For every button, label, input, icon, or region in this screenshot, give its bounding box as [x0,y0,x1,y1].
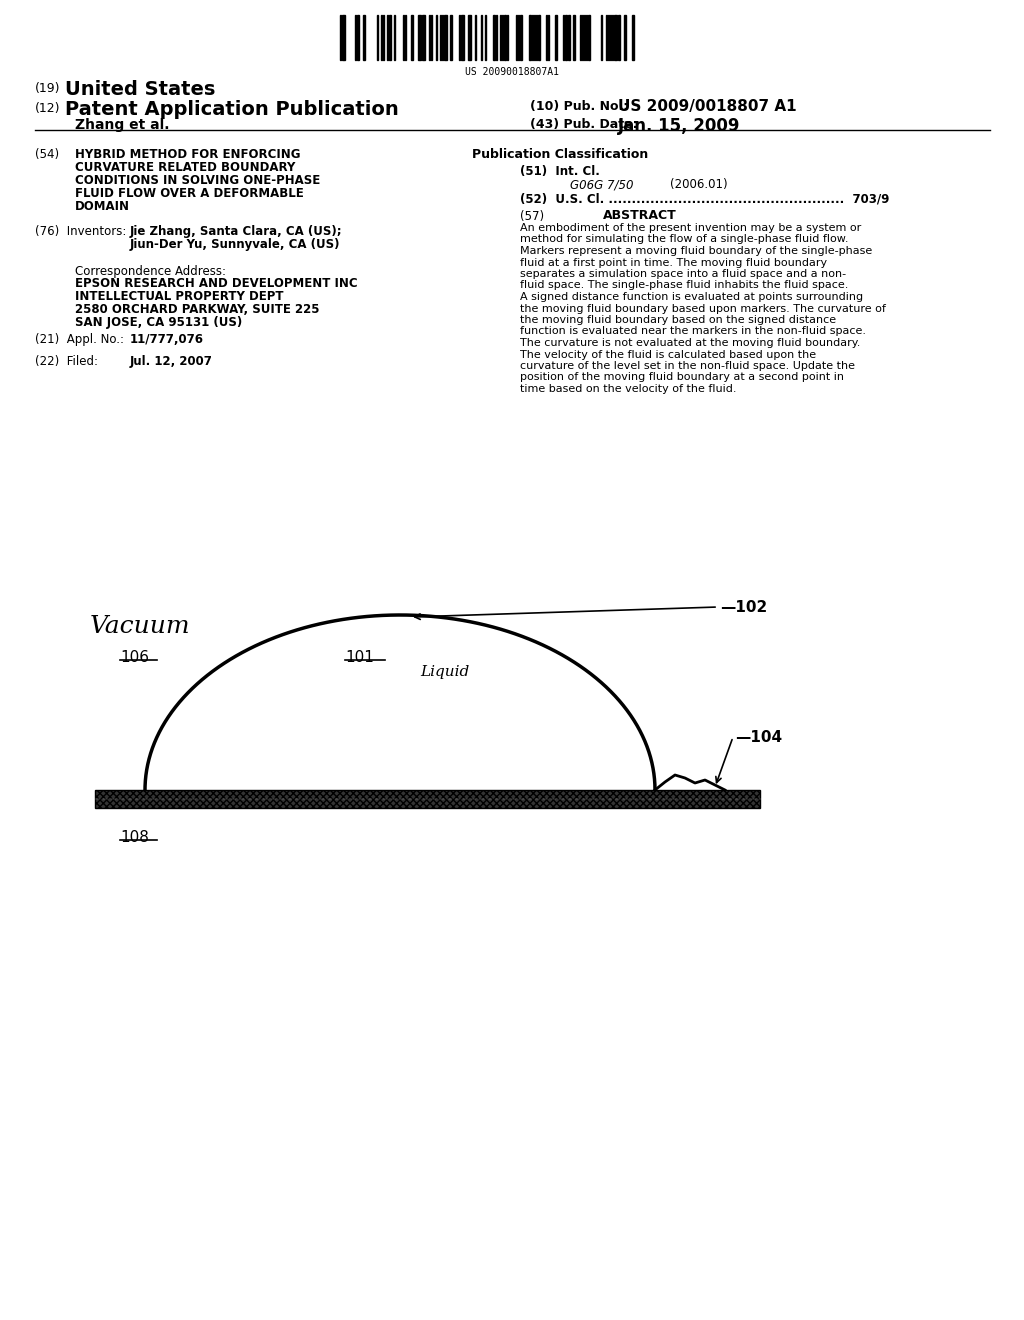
Text: (54): (54) [35,148,59,161]
Bar [411,15,413,59]
Text: Liquid: Liquid [420,665,469,678]
Text: (2006.01): (2006.01) [670,178,728,191]
Text: 11/777,076: 11/777,076 [130,333,204,346]
Text: CURVATURE RELATED BOUNDARY: CURVATURE RELATED BOUNDARY [75,161,295,174]
Bar [450,15,452,59]
Text: G06G 7/50: G06G 7/50 [570,178,634,191]
Text: US 2009/0018807 A1: US 2009/0018807 A1 [618,99,797,114]
Text: —102: —102 [720,601,767,615]
Text: A signed distance function is evaluated at points surrounding: A signed distance function is evaluated … [520,292,863,302]
Bar [504,15,506,59]
Text: DOMAIN: DOMAIN [75,201,130,213]
Text: 106: 106 [120,649,150,665]
Text: Zhang et al.: Zhang et al. [75,117,170,132]
Text: 2580 ORCHARD PARKWAY, SUITE 225: 2580 ORCHARD PARKWAY, SUITE 225 [75,304,319,315]
Bar [529,15,531,59]
Bar [389,15,391,59]
Bar [588,15,590,59]
Text: position of the moving fluid boundary at a second point in: position of the moving fluid boundary at… [520,372,844,383]
Text: Jiun-Der Yu, Sunnyvale, CA (US): Jiun-Der Yu, Sunnyvale, CA (US) [130,238,341,251]
Text: fluid space. The single-phase fluid inhabits the fluid space.: fluid space. The single-phase fluid inha… [520,281,848,290]
Text: Jie Zhang, Santa Clara, CA (US);: Jie Zhang, Santa Clara, CA (US); [130,224,343,238]
Text: Markers represent a moving fluid boundary of the single-phase: Markers represent a moving fluid boundar… [520,246,872,256]
Text: ABSTRACT: ABSTRACT [603,209,677,222]
Text: US 20090018807A1: US 20090018807A1 [465,67,559,77]
Text: (57): (57) [520,210,544,223]
Text: time based on the velocity of the fluid.: time based on the velocity of the fluid. [520,384,736,393]
Text: (12): (12) [35,102,60,115]
Text: Vacuum: Vacuum [90,615,190,638]
Text: the moving fluid boundary based upon markers. The curvature of: the moving fluid boundary based upon mar… [520,304,886,314]
Bar [357,15,359,59]
Text: the moving fluid boundary based on the signed distance: the moving fluid boundary based on the s… [520,315,837,325]
Text: curvature of the level set in the non-fluid space. Update the: curvature of the level set in the non-fl… [520,360,855,371]
Text: fluid at a first point in time. The moving fluid boundary: fluid at a first point in time. The movi… [520,257,827,268]
Text: 101: 101 [345,649,374,665]
Text: (76)  Inventors:: (76) Inventors: [35,224,126,238]
Bar [468,15,471,59]
Text: (52)  U.S. Cl. ...................................................  703/9: (52) U.S. Cl. ..........................… [520,193,890,206]
Text: separates a simulation space into a fluid space and a non-: separates a simulation space into a flui… [520,269,846,279]
Text: (10) Pub. No.:: (10) Pub. No.: [530,100,629,114]
Bar [342,15,345,59]
Bar [555,15,557,59]
Bar [418,15,421,59]
Bar [568,15,570,59]
Text: function is evaluated near the markers in the non-fluid space.: function is evaluated near the markers i… [520,326,866,337]
Text: EPSON RESEARCH AND DEVELOPMENT INC: EPSON RESEARCH AND DEVELOPMENT INC [75,277,357,290]
Text: 108: 108 [120,830,148,845]
Text: FLUID FLOW OVER A DEFORMABLE: FLUID FLOW OVER A DEFORMABLE [75,187,304,201]
Bar [461,15,464,59]
Text: Jan. 15, 2009: Jan. 15, 2009 [618,117,740,135]
Text: method for simulating the flow of a single-phase fluid flow.: method for simulating the flow of a sing… [520,235,849,244]
Text: CONDITIONS IN SOLVING ONE-PHASE: CONDITIONS IN SOLVING ONE-PHASE [75,174,321,187]
Bar [362,15,365,59]
Bar [520,15,522,59]
Text: Jul. 12, 2007: Jul. 12, 2007 [130,355,213,368]
Bar [614,15,617,59]
Bar [573,15,575,59]
Bar [624,15,626,59]
Text: Publication Classification: Publication Classification [472,148,648,161]
Text: Correspondence Address:: Correspondence Address: [75,265,226,279]
Text: SAN JOSE, CA 95131 (US): SAN JOSE, CA 95131 (US) [75,315,243,329]
Bar [422,15,425,59]
Bar [444,15,447,59]
Text: Patent Application Publication: Patent Application Publication [65,100,398,119]
Bar [565,15,567,59]
Text: The curvature is not evaluated at the moving fluid boundary.: The curvature is not evaluated at the mo… [520,338,860,348]
Bar [95,789,760,808]
Text: (21)  Appl. No.:: (21) Appl. No.: [35,333,124,346]
Text: —104: —104 [735,730,782,744]
Bar [618,15,620,59]
Text: United States: United States [65,81,215,99]
Bar [538,15,540,59]
Text: INTELLECTUAL PROPERTY DEPT: INTELLECTUAL PROPERTY DEPT [75,290,284,304]
Bar [493,15,495,59]
Text: The velocity of the fluid is calculated based upon the: The velocity of the fluid is calculated … [520,350,816,359]
Bar [632,15,634,59]
Text: HYBRID METHOD FOR ENFORCING: HYBRID METHOD FOR ENFORCING [75,148,300,161]
Text: (22)  Filed:: (22) Filed: [35,355,98,368]
Text: (43) Pub. Date:: (43) Pub. Date: [530,117,638,131]
Text: (51)  Int. Cl.: (51) Int. Cl. [520,165,600,178]
Text: An embodiment of the present invention may be a system or: An embodiment of the present invention m… [520,223,861,234]
Text: (19): (19) [35,82,60,95]
